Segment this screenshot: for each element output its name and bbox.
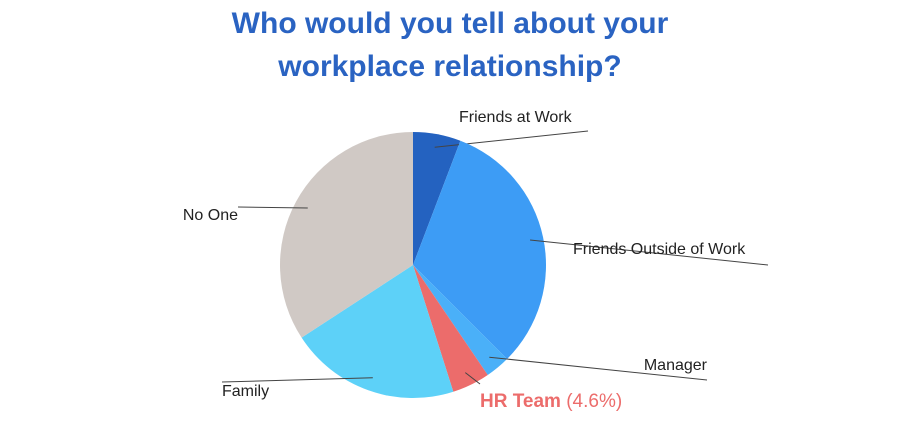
- leader-line: [434, 130, 589, 148]
- leader-line: [530, 239, 769, 266]
- leader-line: [237, 206, 308, 209]
- pie-slice: [413, 132, 461, 265]
- pie-slice: [280, 132, 413, 338]
- pie-slice: [413, 265, 508, 376]
- category-label: No One: [183, 207, 238, 224]
- category-label: Manager: [644, 357, 708, 374]
- category-label: Family: [222, 383, 269, 400]
- value-label: (4.6%): [566, 391, 622, 412]
- chart-title: Who would you tell about your workplace …: [231, 7, 669, 83]
- pie-slice: [413, 265, 488, 392]
- leader-line: [465, 372, 481, 385]
- category-label: Friends Outside of Work: [573, 241, 746, 258]
- category-label: Friends at Work: [459, 109, 573, 126]
- pie-slice: [413, 140, 546, 360]
- pie-slice: [301, 265, 454, 398]
- leader-line: [221, 377, 373, 383]
- leader-line: [489, 356, 708, 381]
- slice-label: HR Team (4.6%): [480, 391, 622, 412]
- category-label: HR Team: [480, 391, 561, 412]
